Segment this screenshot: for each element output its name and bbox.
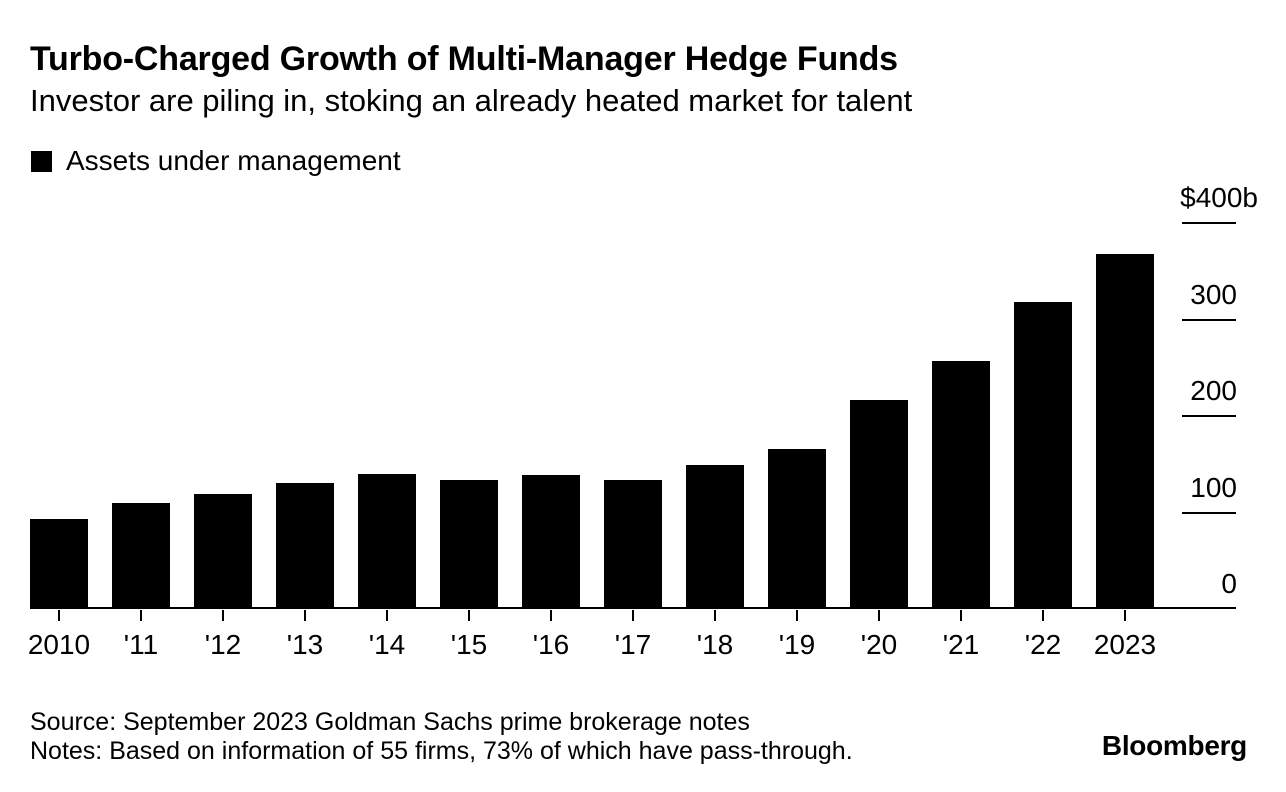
bar	[440, 480, 498, 609]
bar	[522, 475, 580, 609]
x-axis-tick-label: '12	[204, 629, 242, 660]
y-axis-tick-label: 100	[1190, 472, 1237, 503]
x-axis-tick	[58, 610, 60, 621]
y-axis-tick	[1182, 415, 1236, 417]
x-axis-tick-label: 2010	[27, 629, 91, 660]
y-axis-tick	[1182, 319, 1236, 321]
x-axis-tick	[1124, 610, 1126, 621]
x-axis-tick	[1042, 610, 1044, 621]
x-axis-tick	[960, 610, 962, 621]
y-axis-tick	[1182, 222, 1236, 224]
source-note: Source: September 2023 Goldman Sachs pri…	[30, 708, 750, 736]
x-axis-tick	[222, 610, 224, 621]
bar	[358, 474, 416, 609]
legend: Assets under management	[31, 146, 401, 176]
x-axis-tick-label: '20	[860, 629, 898, 660]
legend-swatch-icon	[31, 150, 52, 172]
bar	[194, 494, 252, 609]
chart-title: Turbo-Charged Growth of Multi-Manager He…	[30, 40, 898, 78]
x-axis-tick	[386, 610, 388, 621]
x-axis-tick	[550, 610, 552, 621]
x-axis-tick-label: '16	[532, 629, 570, 660]
legend-label: Assets under management	[66, 145, 401, 176]
bar	[276, 483, 334, 609]
bar	[686, 465, 744, 609]
x-axis-tick	[632, 610, 634, 621]
bar	[30, 519, 88, 609]
x-axis-tick	[304, 610, 306, 621]
x-axis-tick-label: '18	[696, 629, 734, 660]
x-axis-tick-label: '19	[778, 629, 816, 660]
x-axis-tick	[796, 610, 798, 621]
x-axis-tick-label: '11	[123, 629, 159, 660]
x-axis-tick	[468, 610, 470, 621]
bloomberg-logo: Bloomberg	[1101, 730, 1247, 761]
bar	[604, 480, 662, 609]
bar	[850, 400, 908, 609]
footer: Source: September 2023 Goldman Sachs pri…	[30, 708, 853, 766]
bar	[1096, 254, 1154, 609]
bar	[112, 503, 170, 609]
x-axis-tick	[140, 610, 142, 621]
chart-subtitle: Investor are piling in, stoking an alrea…	[30, 83, 913, 118]
x-axis-tick-label: '13	[286, 629, 324, 660]
x-axis-tick-label: '17	[614, 629, 652, 660]
y-axis-tick-label: 0	[1221, 568, 1237, 599]
bar	[768, 449, 826, 609]
y-axis-tick-label: 200	[1190, 375, 1237, 406]
x-axis-tick-label: 2023	[1093, 629, 1157, 660]
x-axis-tick-label: '14	[368, 629, 406, 660]
y-axis-tick-label: $400b	[1180, 182, 1258, 213]
y-axis-tick-label: 300	[1190, 279, 1237, 310]
x-axis-tick-label: '22	[1024, 629, 1062, 660]
bar	[1014, 302, 1072, 609]
x-axis-tick	[878, 610, 880, 621]
x-axis-tick-label: '21	[942, 629, 980, 660]
y-axis-tick	[1182, 512, 1236, 514]
x-axis-tick	[714, 610, 716, 621]
bar	[932, 361, 990, 609]
x-axis-tick-label: '15	[450, 629, 488, 660]
methodology-note: Notes: Based on information of 55 firms,…	[30, 737, 853, 765]
